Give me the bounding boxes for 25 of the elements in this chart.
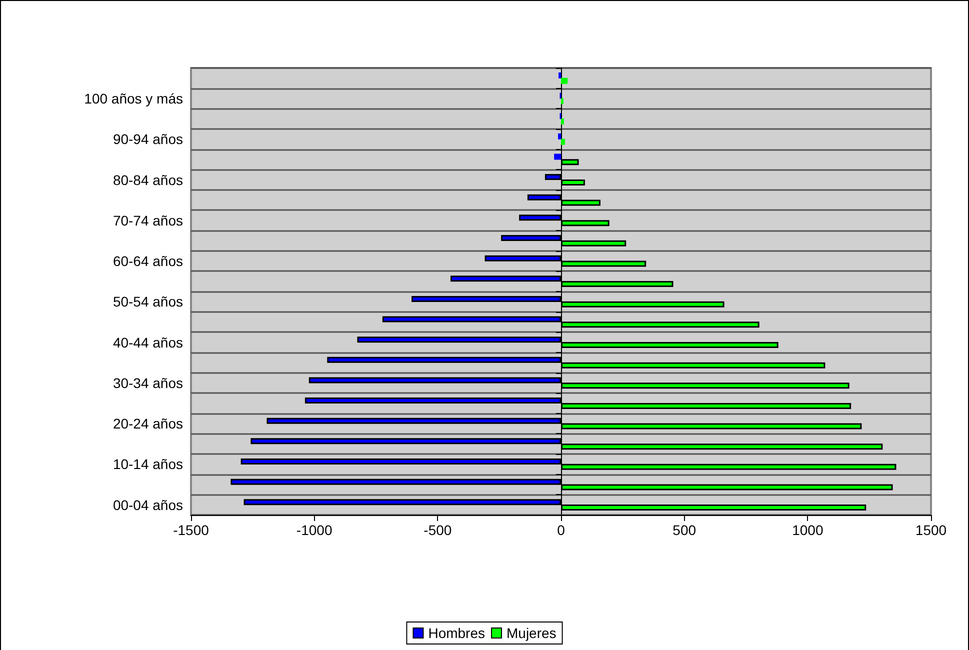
legend-label: Hombres (428, 625, 486, 641)
legend-label: Mujeres (506, 625, 556, 641)
bar (561, 118, 564, 124)
y-tick-label: 80-84 años (112, 172, 183, 188)
y-tick-label: 00-04 años (112, 496, 183, 513)
bar (558, 133, 561, 140)
x-tick-label: -1000 (296, 522, 332, 538)
x-tick-label: 500 (672, 522, 696, 538)
y-tick-label: 50-54 años (112, 294, 183, 310)
y-tick-label: 100 años y más (84, 90, 183, 106)
y-tick-label: 10-14 años (112, 456, 183, 472)
y-tick-label: 40-44 años (112, 334, 183, 350)
bar (554, 154, 561, 160)
bar (561, 138, 565, 145)
y-tick-label: 70-74 años (112, 212, 183, 228)
y-tick-label: 60-64 años (112, 253, 183, 270)
bar (561, 78, 568, 84)
x-tick-label: 1000 (792, 522, 824, 538)
x-tick-label: 1500 (915, 522, 947, 538)
x-tick-label: 0 (557, 522, 566, 538)
y-tick-label: 30-34 años (112, 374, 183, 391)
y-tick-label: 20-24 años (112, 416, 183, 432)
x-tick-label: -500 (424, 522, 452, 538)
y-tick-label: 90-94 años (112, 131, 183, 148)
x-tick-label: -1500 (173, 522, 210, 538)
